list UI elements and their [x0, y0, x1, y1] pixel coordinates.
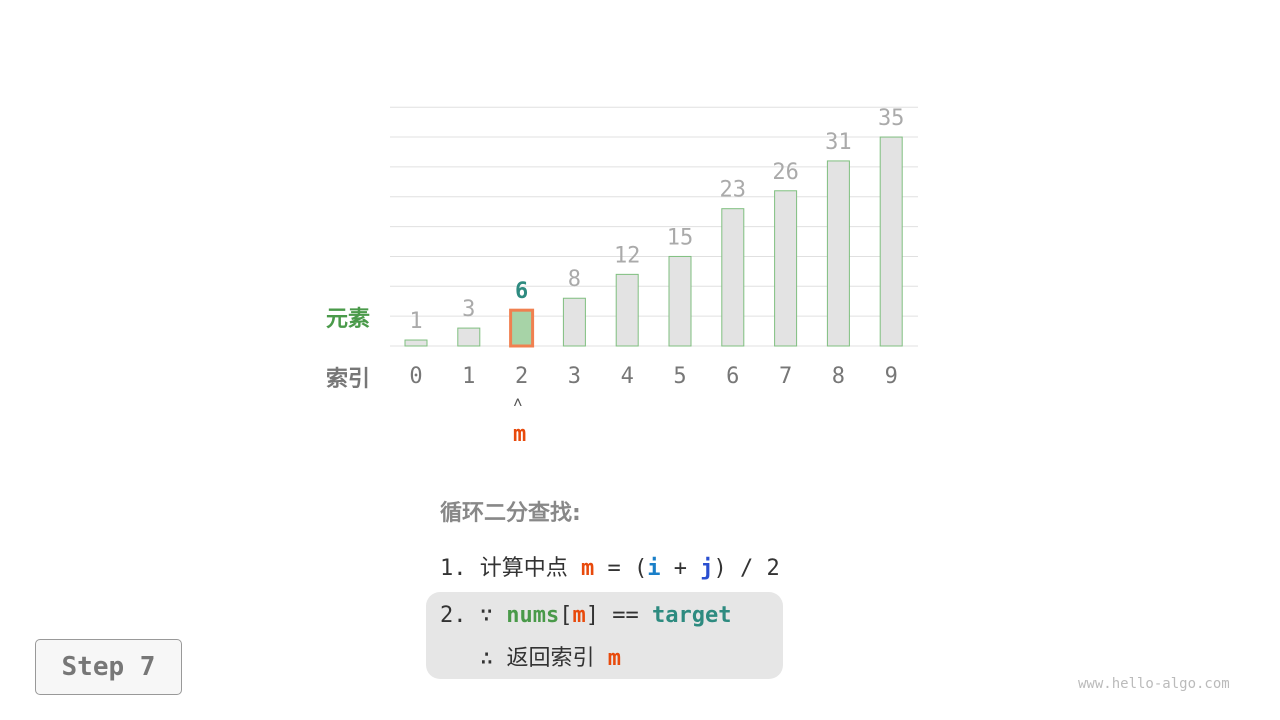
bar [457, 327, 481, 347]
bar [562, 297, 586, 347]
step-line-2: 2. ∵ nums[m] == target [440, 603, 731, 628]
index-label: 9 [885, 364, 898, 389]
current-step-highlight [426, 592, 783, 679]
num: 2. [440, 603, 467, 628]
value-label: 31 [825, 130, 852, 155]
lp: ( [634, 556, 648, 581]
index-row-label: 索引 [326, 367, 371, 392]
step-button[interactable]: Step 7 [35, 639, 182, 695]
value-label: 26 [772, 160, 799, 185]
value-label: 3 [462, 297, 475, 322]
index-label: 0 [409, 364, 422, 389]
index-label: 4 [621, 364, 634, 389]
m: m [572, 603, 586, 628]
target: target [651, 603, 732, 628]
value-label: 6 [515, 279, 528, 304]
value-label: 15 [667, 225, 694, 250]
index-label: 3 [568, 364, 581, 389]
rb: ] [585, 603, 599, 628]
i: i [647, 556, 661, 581]
eqeq: == [612, 603, 639, 628]
index-label: 8 [832, 364, 845, 389]
value-label: 35 [878, 106, 905, 131]
text: 返回索引 [506, 646, 595, 671]
index-label: 2 [515, 364, 528, 389]
m: m [581, 556, 595, 581]
value-label: 1 [409, 309, 422, 334]
therefore: ∴ [480, 646, 494, 671]
lb: [ [559, 603, 573, 628]
nums: nums [506, 603, 560, 628]
j: j [700, 556, 714, 581]
bar [509, 308, 535, 348]
value-label: 23 [720, 178, 747, 203]
div: / 2 [740, 556, 780, 581]
index-label: 7 [779, 364, 792, 389]
because: ∵ [479, 603, 493, 628]
step-line-3: ∴ 返回索引 m [480, 640, 621, 672]
value-label: 12 [614, 243, 641, 268]
bar [721, 208, 745, 347]
watermark: www.hello-algo.com [1078, 676, 1230, 692]
index-label: 6 [726, 364, 739, 389]
rp: ) [713, 556, 727, 581]
step-line-1: 1. 计算中点 m = (i + j) / 2 [440, 550, 780, 582]
bar [879, 136, 903, 347]
plus: + [673, 556, 688, 581]
text: 计算中点 [479, 556, 568, 581]
num: 1. [440, 556, 467, 581]
pointer-arrow: ˄ [513, 393, 523, 412]
values-row-label: 元素 [326, 307, 371, 332]
steps-title: 循环二分查找: [440, 501, 581, 526]
bar [826, 160, 850, 347]
bar [668, 255, 692, 347]
m: m [607, 646, 622, 671]
bar [404, 339, 428, 347]
index-label: 1 [462, 364, 475, 389]
bar [615, 273, 639, 347]
value-label: 8 [568, 267, 581, 292]
eq: = [607, 556, 621, 581]
pointer-m: m [513, 422, 527, 447]
index-label: 5 [673, 364, 686, 389]
bar [774, 190, 798, 347]
